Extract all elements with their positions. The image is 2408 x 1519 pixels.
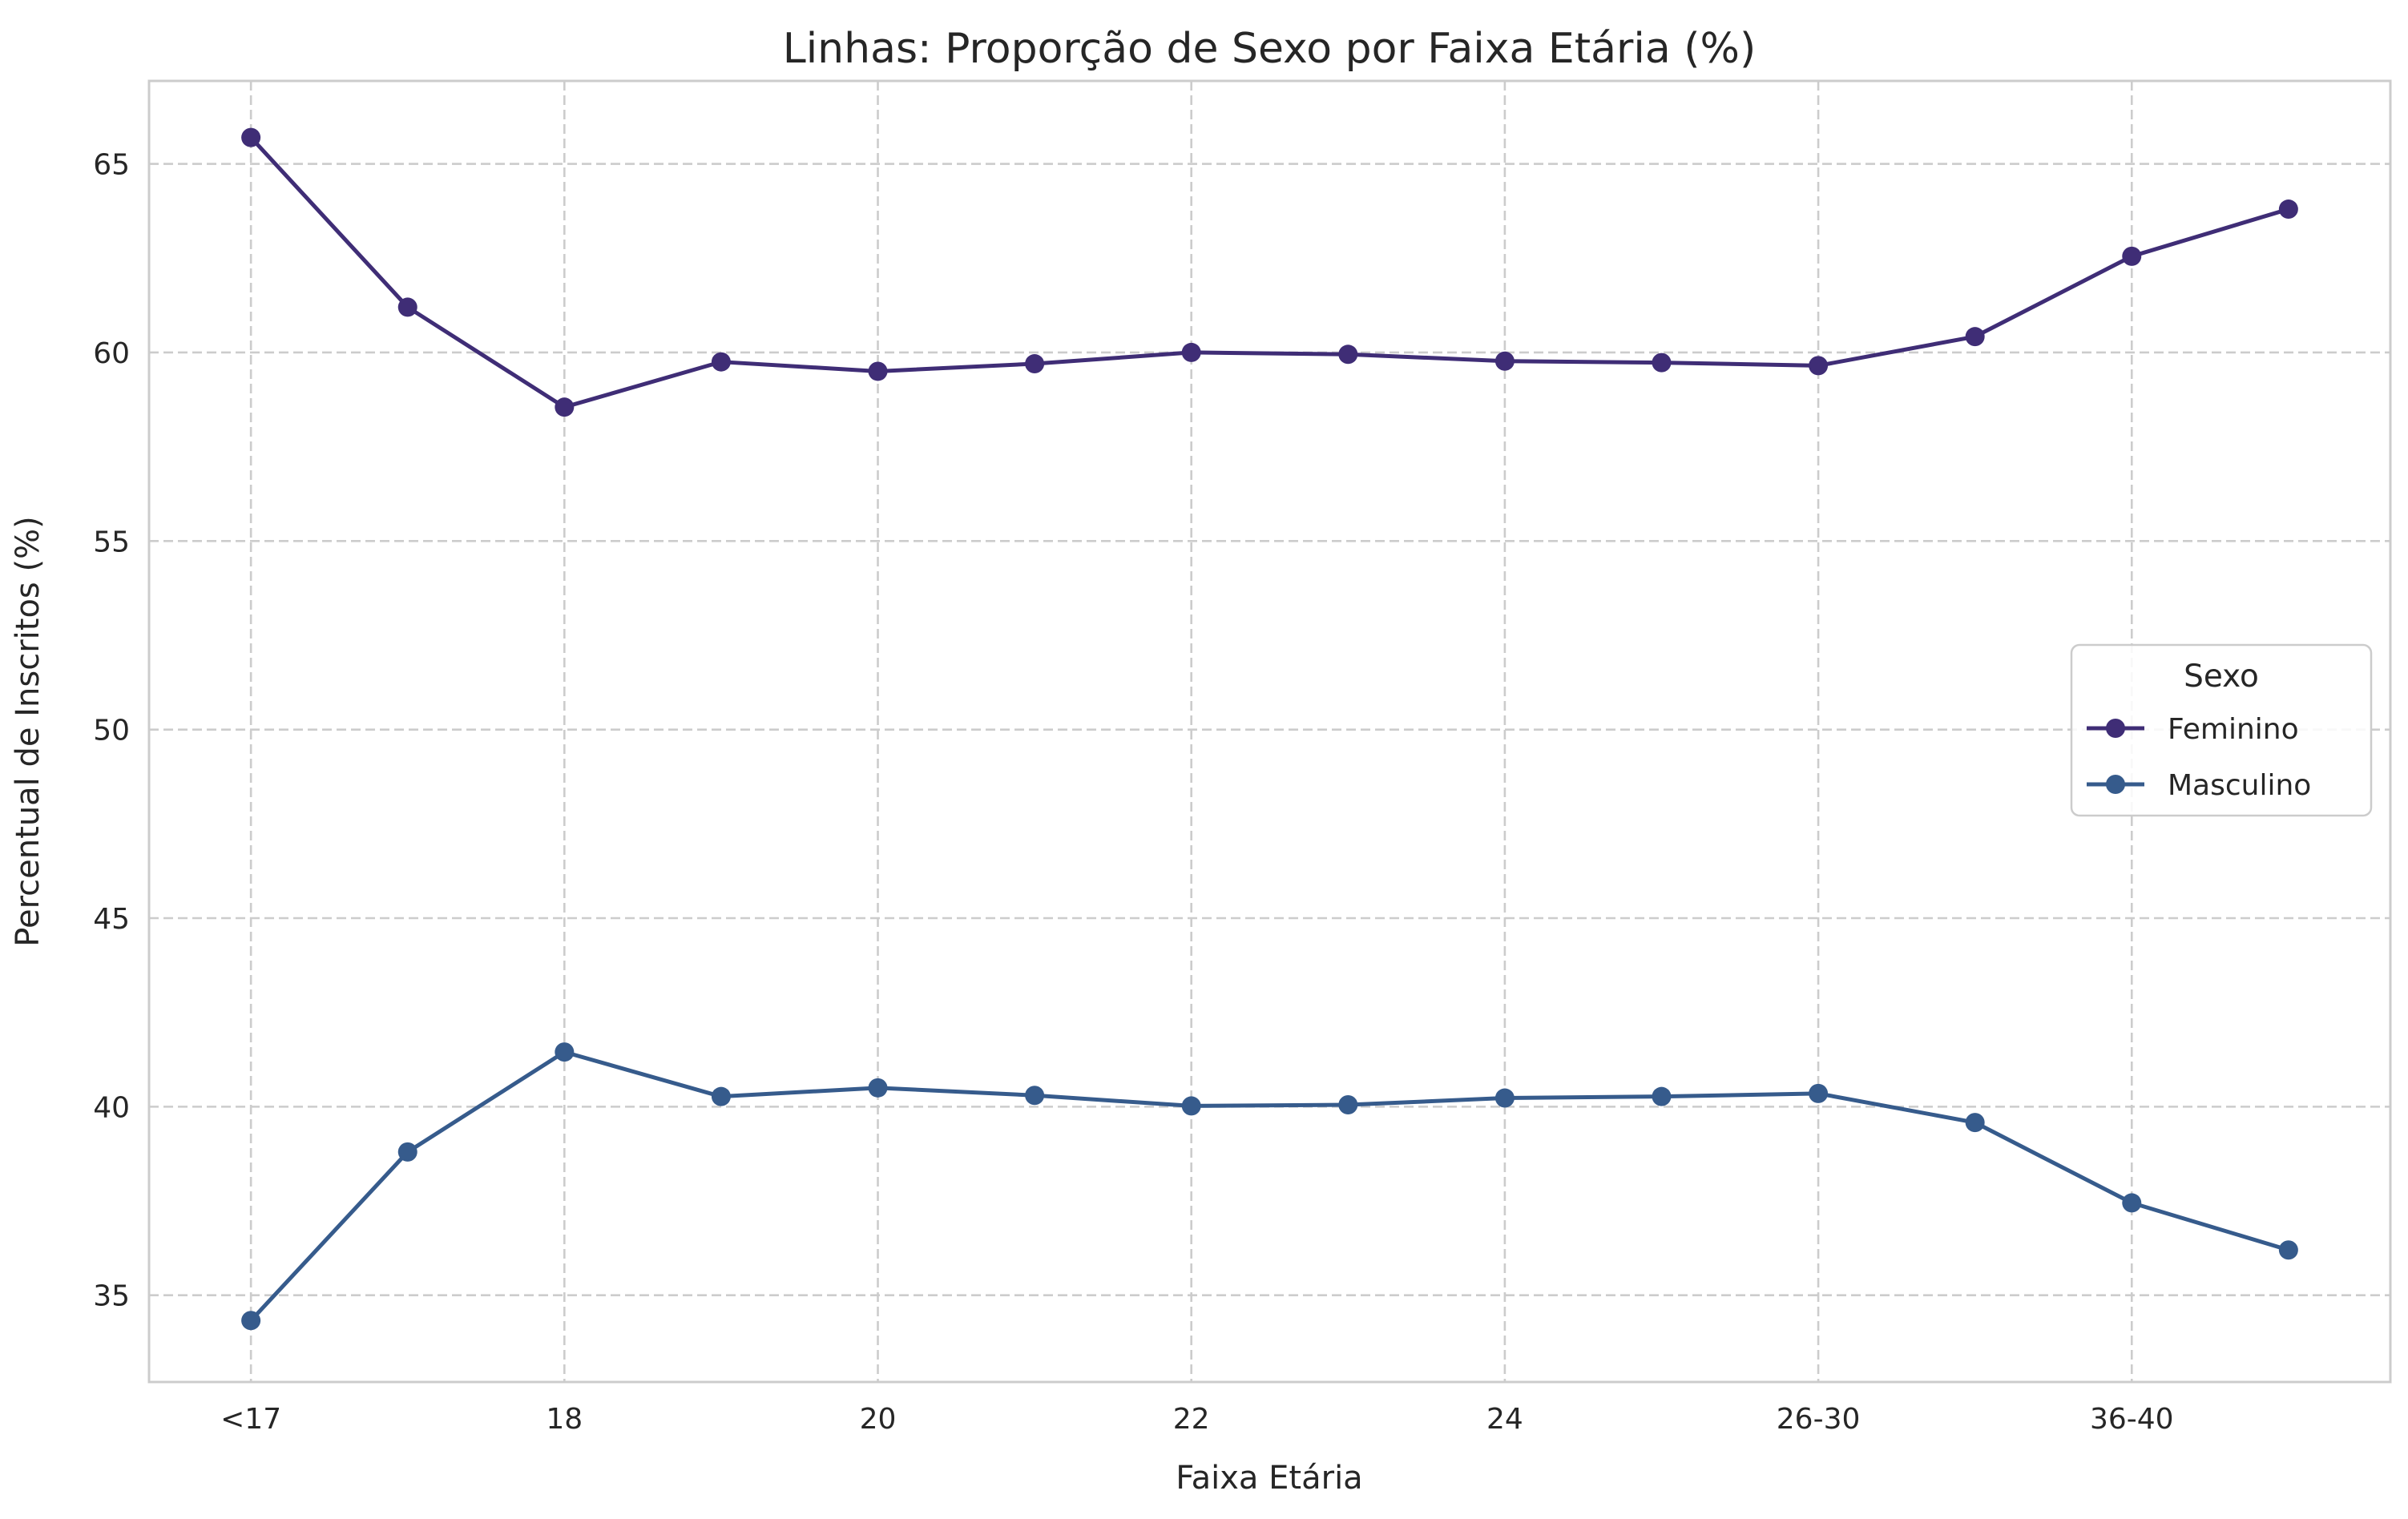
data-point [1809, 1083, 1829, 1103]
data-point [241, 127, 261, 147]
data-point [1181, 342, 1201, 362]
tick-labels: 35 40 45 50 55 60 65 <17 18 20 22 24 26-30 36-40 [93, 149, 2173, 1436]
legend-box [2070, 643, 2373, 817]
legend-title: Sexo [2184, 659, 2259, 695]
data-point [1494, 1088, 1515, 1108]
x-tick-label: 26-30 [1777, 1403, 1861, 1436]
x-tick-label: 18 [546, 1403, 583, 1436]
data-point [1338, 344, 1358, 365]
data-point [1809, 356, 1829, 376]
y-tick-label: 50 [93, 715, 130, 747]
data-point [1338, 1095, 1358, 1115]
plot-frame [147, 79, 2392, 1384]
y-tick-label: 35 [93, 1280, 130, 1313]
data-point [241, 1311, 261, 1331]
data-point [1181, 1096, 1201, 1116]
legend-label: Masculino [2168, 769, 2311, 802]
y-tick-label: 55 [93, 526, 130, 558]
x-tick-label: 36-40 [2090, 1403, 2174, 1436]
data-point [868, 1078, 888, 1098]
legend-item-feminino: Feminino [2087, 713, 2299, 746]
data-point [711, 1086, 731, 1106]
data-point [555, 1042, 575, 1062]
chart-title: Linhas: Proporção de Sexo por Faixa Etár… [783, 25, 1756, 73]
legend-marker [2106, 775, 2125, 794]
data-point [1494, 351, 1515, 371]
data-point [711, 352, 731, 372]
x-tick-label: 22 [1173, 1403, 1210, 1436]
legend-marker [2106, 719, 2125, 738]
x-tick-label: 20 [860, 1403, 897, 1436]
legend-item-masculino: Masculino [2087, 769, 2311, 802]
y-tick-label: 60 [93, 337, 130, 370]
data-point [1965, 1113, 1985, 1133]
grid-lines [149, 81, 2390, 1382]
y-tick-label: 45 [93, 903, 130, 936]
data-point [1025, 1086, 1045, 1106]
legend-label: Feminino [2168, 713, 2299, 746]
data-point [1652, 1086, 1672, 1106]
series-line [249, 135, 2289, 409]
y-tick-label: 65 [93, 149, 130, 182]
data-point [555, 397, 575, 417]
series-feminino [241, 127, 2298, 417]
legend: Sexo Feminino Masculino [2070, 643, 2373, 817]
series-layer [241, 127, 2298, 1331]
data-point [1652, 353, 1672, 373]
y-tick-label: 40 [93, 1091, 130, 1124]
data-point [2122, 1193, 2142, 1213]
data-point [2278, 1240, 2298, 1260]
legend-items: Feminino Masculino [2087, 713, 2311, 802]
data-point [1965, 327, 1985, 347]
data-point [2122, 246, 2142, 266]
x-tick-label: <17 [220, 1403, 281, 1436]
x-axis-label: Faixa Etária [1176, 1460, 1362, 1497]
series-line [249, 1050, 2289, 1322]
data-point [1025, 354, 1045, 374]
data-point [397, 297, 417, 317]
data-point [868, 361, 888, 381]
y-axis-label: Percentual de Inscritos (%) [10, 516, 46, 946]
data-point [397, 1142, 417, 1162]
x-tick-label: 24 [1486, 1403, 1523, 1436]
data-point [2278, 199, 2298, 220]
series-masculino [241, 1042, 2298, 1331]
